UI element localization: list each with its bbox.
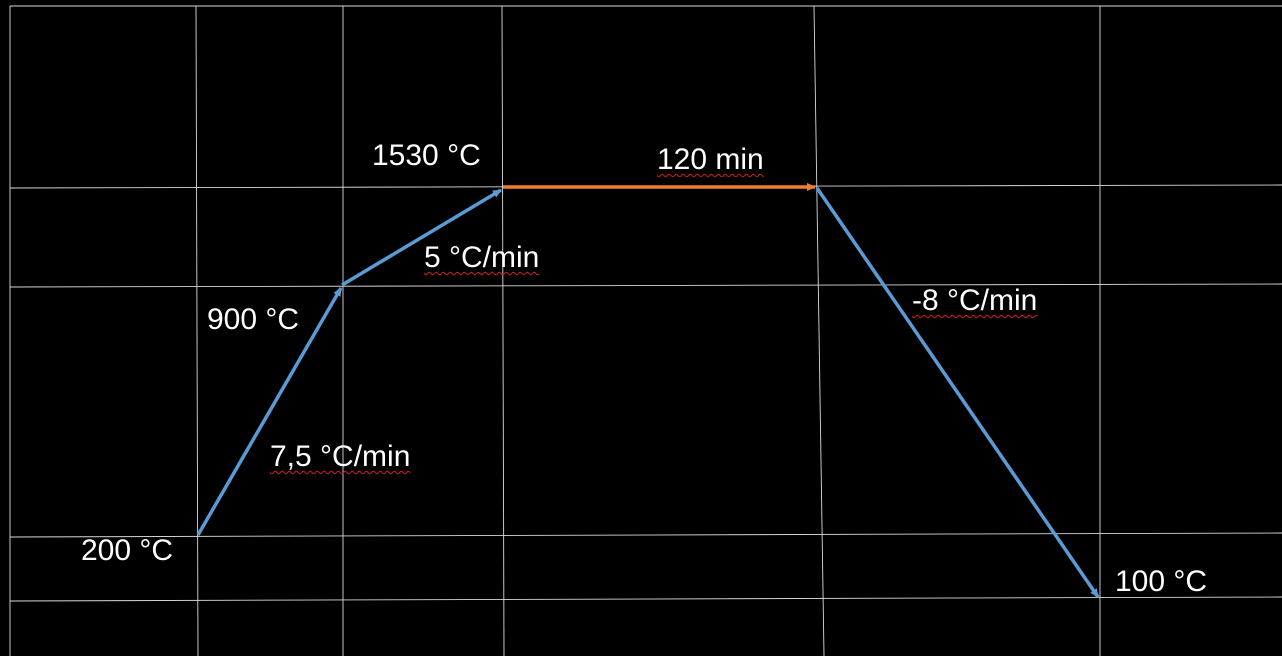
second-ramp-rate-label: 5 °C/min bbox=[424, 241, 540, 274]
grid-vertical-line bbox=[813, 5, 825, 656]
intermediate-temperature-label: 900 °C bbox=[207, 303, 300, 336]
grid-horizontal-line bbox=[9, 283, 1282, 288]
cooling-rate-label: -8 °C/min bbox=[912, 284, 1038, 317]
second-ramp-arrow bbox=[341, 188, 502, 287]
first-ramp-rate-label: 7,5 °C/min bbox=[270, 440, 411, 473]
grid-vertical-line bbox=[195, 5, 199, 656]
profile-arrows bbox=[196, 183, 1100, 598]
cooling-arrow bbox=[815, 187, 1100, 598]
grid-horizontal-line bbox=[9, 596, 1282, 602]
grid-vertical-line bbox=[501, 5, 505, 656]
first-ramp-arrow bbox=[196, 287, 343, 536]
start-temperature-label: 200 °C bbox=[81, 534, 174, 567]
hold-duration-label: 120 min bbox=[657, 143, 764, 176]
grid-horizontal-line bbox=[9, 532, 1282, 538]
grid bbox=[9, 5, 1282, 656]
peak-temperature-label: 1530 °C bbox=[372, 139, 481, 172]
end-temperature-label: 100 °C bbox=[1115, 565, 1208, 598]
